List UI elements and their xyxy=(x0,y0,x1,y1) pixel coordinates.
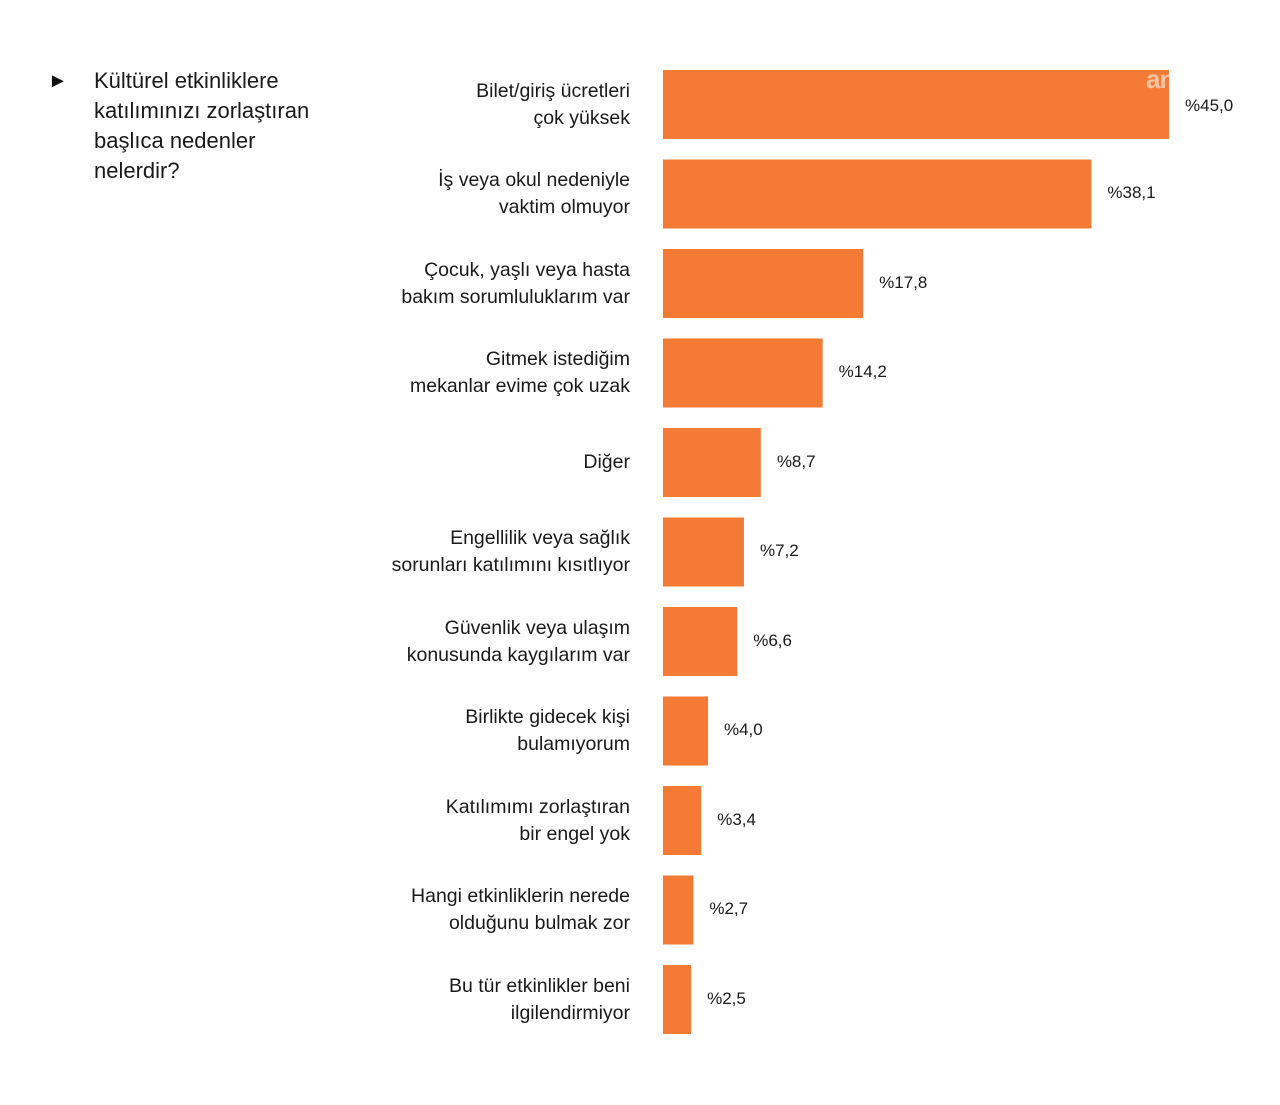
bar xyxy=(663,517,744,587)
value-label: %17,8 xyxy=(879,272,928,292)
bar xyxy=(663,607,738,676)
category-label-line: sorunları katılımını kısıtlıyor xyxy=(391,554,630,576)
bar xyxy=(663,249,864,318)
category-label: Engellilik veya sağlık sorunları katılımı… xyxy=(330,518,630,587)
category-label: Çocuk, yaşlı veya hasta bakım sorumlulukl… xyxy=(330,249,630,318)
play-arrow-icon: ► xyxy=(48,70,68,92)
category-label-line: Engellilik veya sağlık xyxy=(450,527,630,549)
value-label: %14,2 xyxy=(838,362,887,381)
category-label: Bu tür etkinlikler beni ilgilendirmiyor xyxy=(330,965,630,1034)
category-label-line: bakım sorumluluklarım var xyxy=(401,285,630,308)
value-label: %7,2 xyxy=(759,541,799,560)
bar xyxy=(663,696,708,766)
category-label: Katılımımı zorlaştıran bir engel yok xyxy=(330,786,630,855)
category-label: Diğer xyxy=(330,428,630,497)
category-label-line: Diğer xyxy=(583,451,630,473)
value-label: %3,4 xyxy=(717,809,756,829)
category-label: Birlikte gidecek kişi bulamıyorum xyxy=(330,697,630,766)
bar xyxy=(663,70,1169,139)
category-label-line: Birlikte gidecek kişi xyxy=(465,706,630,728)
category-label-line: konusunda kaygılarım var xyxy=(406,643,630,666)
question-block: ► Kültürel etkinliklere katılımınızı zor… xyxy=(48,66,348,186)
category-label-line: mekanlar evime çok uzak xyxy=(409,375,630,397)
category-label-line: Güvenlik veya ulaşım xyxy=(444,616,630,639)
category-label-line: Hangi etkinliklerin nerede xyxy=(411,885,630,907)
bar xyxy=(663,428,761,497)
bar xyxy=(663,338,823,408)
category-label: Güvenlik veya ulaşım konusunda kaygılarım… xyxy=(330,607,630,676)
bar xyxy=(663,965,692,1034)
category-label-line: Çocuk, yaşlı veya hasta xyxy=(424,258,630,281)
category-label-line: Bu tür etkinlikler beni xyxy=(448,974,630,997)
value-label: %4,0 xyxy=(723,720,763,739)
category-label-line: Gitmek istediğim xyxy=(485,348,630,370)
category-label-line: vaktim olmuyor xyxy=(498,196,630,218)
value-label: %45,0 xyxy=(1185,96,1234,115)
category-label: Hangi etkinliklerin nerede olduğunu bulma… xyxy=(330,876,630,945)
category-label: Gitmek istediğim mekanlar evime çok uzak xyxy=(330,339,630,408)
bar xyxy=(663,875,694,945)
value-label: %2,5 xyxy=(707,988,746,1008)
category-label-line: bulamıyorum xyxy=(517,733,630,755)
category-label-line: bir engel yok xyxy=(519,822,630,845)
category-label-line: Bilet/giriş ücretleri xyxy=(476,79,630,102)
category-label-line: Katılımımı zorlaştıran xyxy=(445,795,630,818)
category-label: İş veya okul nedeniyle vaktim olmuyor xyxy=(330,160,630,229)
value-label: %38,1 xyxy=(1107,183,1156,202)
category-label-line: ilgilendirmiyor xyxy=(510,1001,630,1024)
category-label-line: çok yüksek xyxy=(533,106,630,129)
category-label-line: İş veya okul nedeniyle xyxy=(438,169,630,191)
category-label-line: olduğunu bulmak zor xyxy=(448,912,630,934)
value-label: %8,7 xyxy=(776,451,816,471)
question-text: Kültürel etkinliklere katılımınızı zorla… xyxy=(94,68,310,183)
category-label: Bilet/giriş ücretleri çok yüksek xyxy=(330,70,630,139)
bar xyxy=(663,159,1092,229)
bar xyxy=(663,786,702,855)
watermark-logo: anka xyxy=(1146,64,1202,94)
value-label: %6,6 xyxy=(753,630,792,650)
value-label: %2,7 xyxy=(709,899,749,918)
